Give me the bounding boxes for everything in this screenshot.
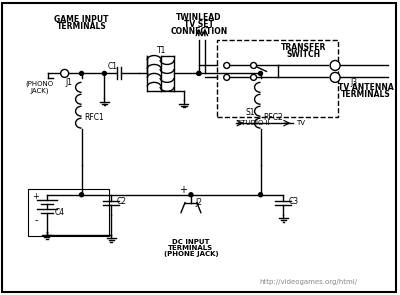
Circle shape <box>80 71 84 76</box>
Circle shape <box>250 63 256 68</box>
Text: TERMINALS: TERMINALS <box>57 22 106 31</box>
Circle shape <box>330 72 340 82</box>
Text: JACK): JACK) <box>30 87 49 94</box>
Circle shape <box>330 60 340 71</box>
Text: TV: TV <box>296 120 305 126</box>
Text: TRANSFER: TRANSFER <box>281 43 326 52</box>
Text: +: + <box>179 185 187 195</box>
Text: J3: J3 <box>350 78 358 87</box>
Text: J2: J2 <box>195 198 202 207</box>
Text: C1: C1 <box>107 62 117 71</box>
Text: SWITCH: SWITCH <box>286 50 320 59</box>
Circle shape <box>197 71 201 76</box>
Text: (PHONO: (PHONO <box>26 80 54 87</box>
Circle shape <box>102 71 106 76</box>
Text: TV ANTENNA: TV ANTENNA <box>338 83 394 92</box>
Text: http://videogames.org/html/: http://videogames.org/html/ <box>259 279 357 285</box>
Text: STUDIO II: STUDIO II <box>237 120 270 126</box>
Circle shape <box>61 69 69 77</box>
Text: TWINLEAD: TWINLEAD <box>176 13 222 22</box>
Text: TERMINALS: TERMINALS <box>168 245 214 251</box>
Text: TV SET: TV SET <box>184 20 214 29</box>
Text: T1: T1 <box>158 46 167 55</box>
Text: RFC1: RFC1 <box>84 113 104 122</box>
Text: CONNECTION: CONNECTION <box>170 27 228 36</box>
Text: +: + <box>32 192 39 201</box>
Circle shape <box>224 74 230 80</box>
Bar <box>217 40 338 117</box>
Text: -: - <box>34 214 38 224</box>
Circle shape <box>189 193 193 197</box>
Text: J1: J1 <box>65 78 72 87</box>
Text: C4: C4 <box>55 208 65 217</box>
Circle shape <box>197 71 201 76</box>
Text: TERMINALS: TERMINALS <box>341 90 391 99</box>
Circle shape <box>258 71 262 76</box>
Circle shape <box>224 63 230 68</box>
Text: C3: C3 <box>288 197 298 206</box>
Text: RFC2: RFC2 <box>264 113 283 122</box>
Circle shape <box>250 74 256 80</box>
Text: (PHONE JACK): (PHONE JACK) <box>164 251 218 258</box>
Bar <box>28 189 109 237</box>
Text: GAME INPUT: GAME INPUT <box>54 15 109 24</box>
Text: S1: S1 <box>246 108 255 117</box>
Text: C2: C2 <box>116 197 126 206</box>
Circle shape <box>80 193 84 197</box>
Circle shape <box>258 193 262 197</box>
Text: DC INPUT: DC INPUT <box>172 240 210 245</box>
